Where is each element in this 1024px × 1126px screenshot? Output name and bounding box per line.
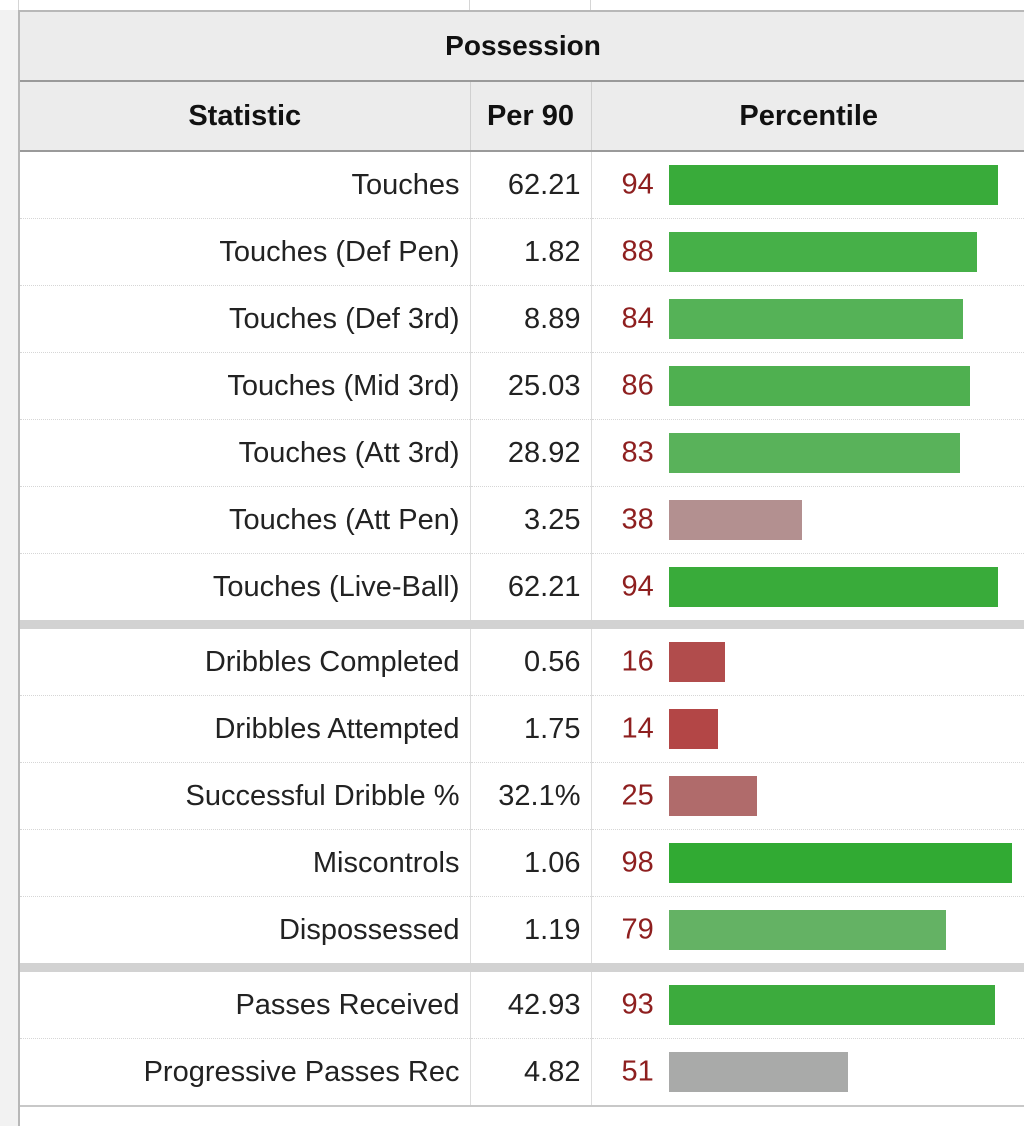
table-row: Touches (Att 3rd) 28.92 83 [20,419,1024,487]
percentile-value: 83 [621,436,654,469]
per90-value: 32.1% [470,762,592,830]
percentile-value: 79 [621,913,654,946]
percentile-value: 94 [621,570,654,603]
percentile-value: 38 [621,503,654,536]
table-row: Passes Received 42.93 93 [20,967,1024,1039]
table-title: Possession [20,12,1024,82]
table-row: Touches (Def 3rd) 8.89 84 [20,285,1024,353]
per90-value: 3.25 [470,486,592,554]
table-row: Progressive Passes Rec 4.82 51 [20,1038,1024,1107]
stats-table-container: Possession Statistic Per 90 Percentile T… [18,10,1024,1126]
percentile-bar [668,165,998,205]
percentile-value: 51 [621,1055,654,1088]
per90-value: 4.82 [470,1038,592,1107]
percentile-bar [668,1052,848,1092]
stats-table: Possession Statistic Per 90 Percentile T… [20,12,1024,1107]
percentile-cell: 83 [591,419,1024,487]
percentile-value: 84 [621,302,654,335]
percentile-value: 98 [621,846,654,879]
percentile-cell: 84 [591,285,1024,353]
per90-value: 1.75 [470,695,592,763]
percentile-bar [668,843,1012,883]
per90-value: 62.21 [470,151,592,219]
header-statistic[interactable]: Statistic [20,81,471,152]
per90-value: 1.06 [470,829,592,897]
percentile-bar [668,985,995,1025]
per90-value: 28.92 [470,419,592,487]
statistic-label: Progressive Passes Rec [20,1038,471,1107]
table-row: Miscontrols 1.06 98 [20,829,1024,897]
percentile-bar [668,910,946,950]
table-row: Touches (Att Pen) 3.25 38 [20,486,1024,554]
table-row: Touches (Mid 3rd) 25.03 86 [20,352,1024,420]
table-row: Touches 62.21 94 [20,151,1024,219]
percentile-cell: 93 [591,967,1024,1039]
statistic-label: Touches (Live-Ball) [20,553,471,629]
percentile-bar [668,433,960,473]
table-row: Successful Dribble % 32.1% 25 [20,762,1024,830]
percentile-cell: 98 [591,829,1024,897]
per90-value: 8.89 [470,285,592,353]
table-row: Dispossessed 1.19 79 [20,896,1024,972]
per90-value: 25.03 [470,352,592,420]
percentile-cell: 25 [591,762,1024,830]
statistic-label: Touches (Mid 3rd) [20,352,471,420]
stats-body: Touches 62.21 94 Touches (Def Pen) 1.82 88 Tou… [20,151,1024,1107]
percentile-cell: 14 [591,695,1024,763]
percentile-cell: 94 [591,553,1024,629]
per90-value: 1.82 [470,218,592,286]
percentile-value: 94 [621,168,654,201]
statistic-label: Touches (Att Pen) [20,486,471,554]
header-per90[interactable]: Per 90 [470,81,592,152]
percentile-bar [668,299,963,339]
table-row: Dribbles Attempted 1.75 14 [20,695,1024,763]
percentile-bar [668,776,757,816]
percentile-bar [668,709,718,749]
per90-value: 62.21 [470,553,592,629]
percentile-bar [668,567,998,607]
statistic-label: Touches (Att 3rd) [20,419,471,487]
percentile-bar [668,232,977,272]
percentile-cell: 86 [591,352,1024,420]
percentile-value: 14 [621,712,654,745]
percentile-value: 25 [621,779,654,812]
statistic-label: Dispossessed [20,896,471,972]
table-row: Dribbles Completed 0.56 16 [20,624,1024,696]
percentile-bar [668,500,802,540]
percentile-cell: 38 [591,486,1024,554]
table-row: Touches (Def Pen) 1.82 88 [20,218,1024,286]
per90-value: 42.93 [470,967,592,1039]
table-row: Touches (Live-Ball) 62.21 94 [20,553,1024,629]
header-percentile[interactable]: Percentile [591,81,1024,152]
statistic-label: Passes Received [20,967,471,1039]
statistic-label: Successful Dribble % [20,762,471,830]
per90-value: 0.56 [470,624,592,696]
statistic-label: Miscontrols [20,829,471,897]
percentile-bar [668,366,970,406]
percentile-value: 16 [621,645,654,678]
percentile-cell: 88 [591,218,1024,286]
percentile-value: 86 [621,369,654,402]
statistic-label: Dribbles Attempted [20,695,471,763]
percentile-value: 88 [621,235,654,268]
percentile-cell: 79 [591,896,1024,972]
percentile-value: 93 [621,988,654,1021]
top-edge [0,0,1024,10]
statistic-label: Touches (Def 3rd) [20,285,471,353]
percentile-cell: 94 [591,151,1024,219]
percentile-cell: 16 [591,624,1024,696]
per90-value: 1.19 [470,896,592,972]
statistic-label: Touches [20,151,471,219]
percentile-cell: 51 [591,1038,1024,1107]
statistic-label: Dribbles Completed [20,624,471,696]
percentile-bar [668,642,725,682]
statistic-label: Touches (Def Pen) [20,218,471,286]
